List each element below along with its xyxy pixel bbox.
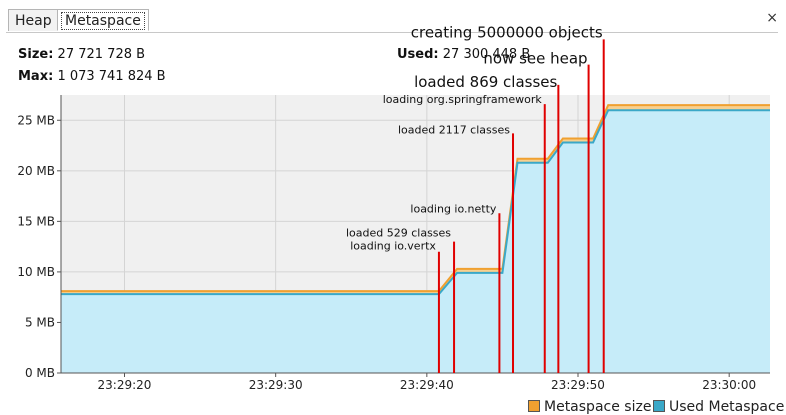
x-tick-label: 23:30:00 (702, 378, 756, 392)
event-annotation: loading io.vertx (350, 240, 436, 253)
event-annotation: loaded 529 classes (346, 227, 451, 240)
max-stat: Max: 1 073 741 824 B (18, 69, 166, 84)
y-tick-label: 15 MB (17, 214, 55, 228)
x-tick-label: 23:29:30 (249, 378, 303, 392)
y-tick-label: 20 MB (17, 164, 55, 178)
max-value: 1 073 741 824 B (57, 69, 166, 84)
close-icon[interactable]: × (766, 10, 778, 26)
used-label: Used: (397, 47, 439, 62)
legend-metaspace-size: Metaspace size (528, 399, 651, 415)
y-tick-label: 0 MB (25, 366, 55, 380)
y-tick-label: 10 MB (17, 265, 55, 279)
size-label: Size: (18, 47, 54, 62)
size-stat: Size: 27 721 728 B (18, 47, 145, 62)
size-value: 27 721 728 B (57, 47, 146, 62)
event-annotation: loading io.netty (410, 202, 496, 215)
x-tick-label: 23:29:50 (551, 378, 605, 392)
legend-label-used-metaspace: Used Metaspace (669, 399, 785, 415)
y-tick-label: 5 MB (25, 315, 55, 329)
tab-metaspace[interactable]: Metaspace (57, 9, 149, 31)
tab-heap-label: Heap (15, 13, 52, 29)
used-metaspace-area (61, 110, 770, 373)
tab-metaspace-label: Metaspace (61, 12, 145, 30)
tab-bar: Heap Metaspace × (0, 0, 786, 36)
y-tick-label: 25 MB (17, 113, 55, 127)
x-tick-label: 23:29:20 (98, 378, 152, 392)
event-annotation: loading org.springframework (383, 93, 543, 106)
max-label: Max: (18, 69, 54, 84)
x-tick-label: 23:29:40 (400, 378, 454, 392)
used-stat: Used: 27 300 448 B (397, 47, 530, 62)
legend-label-metaspace-size: Metaspace size (544, 399, 652, 415)
event-annotation: now see heap (483, 50, 587, 68)
event-annotation: creating 5000000 objects (411, 23, 603, 41)
used-value: 27 300 448 B (442, 47, 531, 62)
event-annotation: loaded 2117 classes (398, 123, 510, 136)
legend-used-metaspace: Used Metaspace (653, 399, 784, 415)
metaspace-size-line (61, 104, 770, 293)
event-annotation: loaded 869 classes (414, 73, 557, 91)
tab-divider (6, 32, 778, 33)
legend-swatch-orange (528, 400, 540, 412)
used-metaspace-line (61, 109, 770, 296)
legend-swatch-blue (653, 400, 665, 412)
